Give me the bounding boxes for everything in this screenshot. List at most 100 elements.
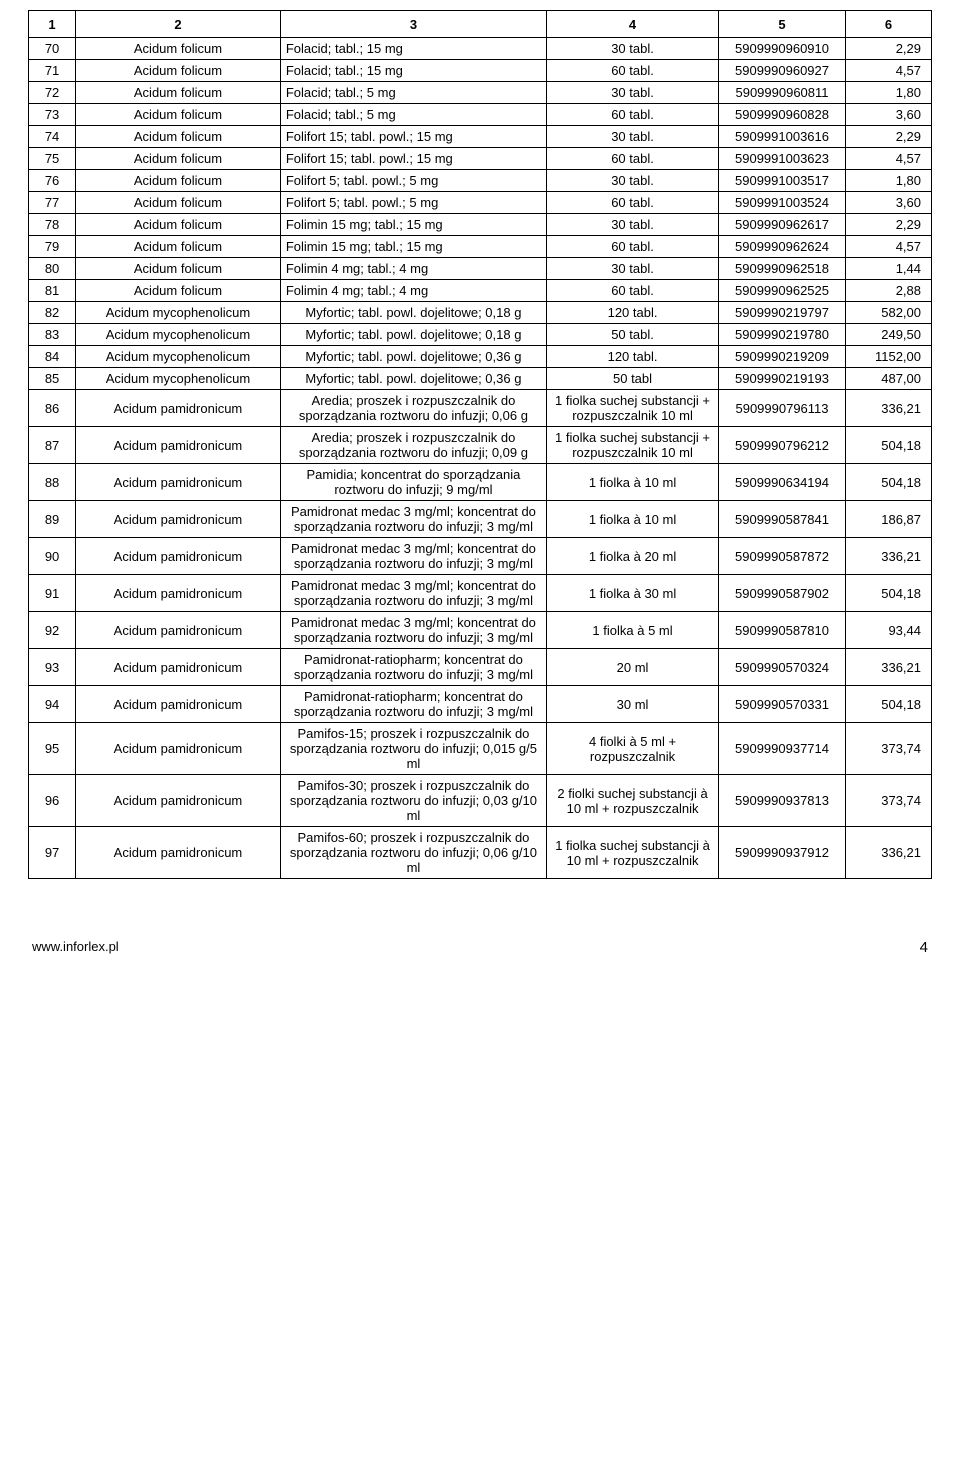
row-number: 78 (29, 214, 76, 236)
price: 2,29 (845, 38, 931, 60)
footer-page-number: 4 (920, 939, 928, 956)
price: 1152,00 (845, 346, 931, 368)
product-desc: Pamidronat medac 3 mg/ml; koncentrat do … (280, 612, 546, 649)
product-desc: Pamidronat medac 3 mg/ml; koncentrat do … (280, 575, 546, 612)
price: 3,60 (845, 104, 931, 126)
row-number: 90 (29, 538, 76, 575)
product-desc: Folimin 4 mg; tabl.; 4 mg (280, 258, 546, 280)
table-header-1: 1 (29, 11, 76, 38)
price: 4,57 (845, 236, 931, 258)
price: 186,87 (845, 501, 931, 538)
code: 5909990960811 (719, 82, 846, 104)
substance-name: Acidum pamidronicum (76, 827, 281, 879)
table-row: 90Acidum pamidronicumPamidronat medac 3 … (29, 538, 932, 575)
substance-name: Acidum folicum (76, 280, 281, 302)
substance-name: Acidum pamidronicum (76, 538, 281, 575)
table-row: 97Acidum pamidronicumPamifos-60; proszek… (29, 827, 932, 879)
code: 5909990587872 (719, 538, 846, 575)
price: 2,88 (845, 280, 931, 302)
product-desc: Aredia; proszek i rozpuszczalnik do spor… (280, 427, 546, 464)
code: 5909990587841 (719, 501, 846, 538)
price: 93,44 (845, 612, 931, 649)
product-desc: Pamidronat medac 3 mg/ml; koncentrat do … (280, 501, 546, 538)
product-desc: Folifort 15; tabl. powl.; 15 mg (280, 126, 546, 148)
code: 5909990587810 (719, 612, 846, 649)
table-header-3: 3 (280, 11, 546, 38)
quantity: 50 tabl. (547, 324, 719, 346)
substance-name: Acidum folicum (76, 170, 281, 192)
table-row: 87Acidum pamidronicumAredia; proszek i r… (29, 427, 932, 464)
table-row: 79Acidum folicumFolimin 15 mg; tabl.; 15… (29, 236, 932, 258)
quantity: 20 ml (547, 649, 719, 686)
price: 336,21 (845, 390, 931, 427)
table-header-4: 4 (547, 11, 719, 38)
quantity: 50 tabl (547, 368, 719, 390)
quantity: 30 tabl. (547, 214, 719, 236)
table-row: 70Acidum folicumFolacid; tabl.; 15 mg30 … (29, 38, 932, 60)
code: 5909990587902 (719, 575, 846, 612)
code: 5909990796212 (719, 427, 846, 464)
substance-name: Acidum folicum (76, 104, 281, 126)
code: 5909990634194 (719, 464, 846, 501)
substance-name: Acidum folicum (76, 192, 281, 214)
quantity: 1 fiolka à 10 ml (547, 464, 719, 501)
quantity: 1 fiolka suchej substancji à 10 ml + roz… (547, 827, 719, 879)
substance-name: Acidum folicum (76, 38, 281, 60)
row-number: 72 (29, 82, 76, 104)
quantity: 30 tabl. (547, 258, 719, 280)
quantity: 60 tabl. (547, 280, 719, 302)
price: 2,29 (845, 126, 931, 148)
table-row: 80Acidum folicumFolimin 4 mg; tabl.; 4 m… (29, 258, 932, 280)
page-container: 123456 70Acidum folicumFolacid; tabl.; 1… (0, 0, 960, 986)
substance-name: Acidum pamidronicum (76, 649, 281, 686)
price: 336,21 (845, 538, 931, 575)
code: 5909990219209 (719, 346, 846, 368)
product-desc: Folifort 5; tabl. powl.; 5 mg (280, 192, 546, 214)
substance-name: Acidum pamidronicum (76, 612, 281, 649)
code: 5909991003623 (719, 148, 846, 170)
code: 5909990570324 (719, 649, 846, 686)
code: 5909990962617 (719, 214, 846, 236)
product-desc: Folimin 15 mg; tabl.; 15 mg (280, 236, 546, 258)
table-row: 93Acidum pamidronicumPamidronat-ratiopha… (29, 649, 932, 686)
row-number: 95 (29, 723, 76, 775)
price: 4,57 (845, 148, 931, 170)
substance-name: Acidum pamidronicum (76, 464, 281, 501)
product-desc: Myfortic; tabl. powl. dojelitowe; 0,18 g (280, 324, 546, 346)
table-row: 74Acidum folicumFolifort 15; tabl. powl.… (29, 126, 932, 148)
substance-name: Acidum folicum (76, 236, 281, 258)
table-row: 85Acidum mycophenolicumMyfortic; tabl. p… (29, 368, 932, 390)
substance-name: Acidum folicum (76, 258, 281, 280)
quantity: 1 fiolka à 5 ml (547, 612, 719, 649)
table-row: 86Acidum pamidronicumAredia; proszek i r… (29, 390, 932, 427)
row-number: 73 (29, 104, 76, 126)
substance-name: Acidum mycophenolicum (76, 324, 281, 346)
substance-name: Acidum mycophenolicum (76, 368, 281, 390)
product-desc: Folimin 15 mg; tabl.; 15 mg (280, 214, 546, 236)
table-body: 70Acidum folicumFolacid; tabl.; 15 mg30 … (29, 38, 932, 879)
row-number: 85 (29, 368, 76, 390)
product-desc: Folacid; tabl.; 5 mg (280, 104, 546, 126)
row-number: 86 (29, 390, 76, 427)
substance-name: Acidum pamidronicum (76, 575, 281, 612)
row-number: 79 (29, 236, 76, 258)
substance-name: Acidum pamidronicum (76, 390, 281, 427)
code: 5909990960927 (719, 60, 846, 82)
price: 504,18 (845, 464, 931, 501)
table-row: 84Acidum mycophenolicumMyfortic; tabl. p… (29, 346, 932, 368)
price: 249,50 (845, 324, 931, 346)
quantity: 1 fiolka à 30 ml (547, 575, 719, 612)
table-header-row: 123456 (29, 11, 932, 38)
price: 487,00 (845, 368, 931, 390)
table-header-6: 6 (845, 11, 931, 38)
quantity: 1 fiolka à 20 ml (547, 538, 719, 575)
quantity: 30 tabl. (547, 126, 719, 148)
row-number: 83 (29, 324, 76, 346)
row-number: 92 (29, 612, 76, 649)
product-desc: Pamifos-15; proszek i rozpuszczalnik do … (280, 723, 546, 775)
table-header-2: 2 (76, 11, 281, 38)
quantity: 2 fiolki suchej substancji à 10 ml + roz… (547, 775, 719, 827)
product-desc: Folimin 4 mg; tabl.; 4 mg (280, 280, 546, 302)
table-row: 75Acidum folicumFolifort 15; tabl. powl.… (29, 148, 932, 170)
price: 4,57 (845, 60, 931, 82)
